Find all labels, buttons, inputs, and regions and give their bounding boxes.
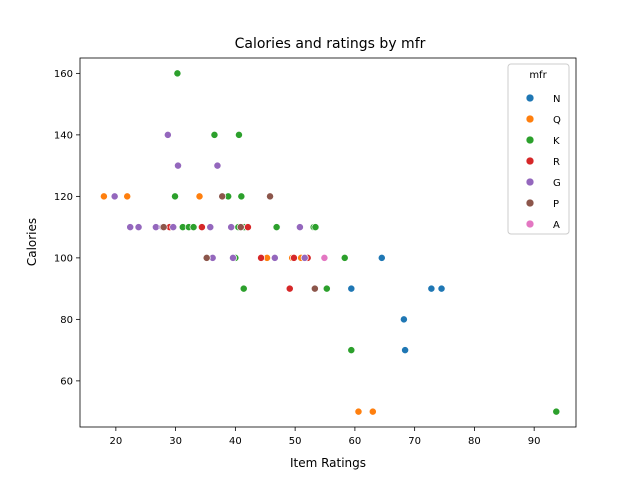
legend-marker-n xyxy=(525,93,535,103)
data-point-k xyxy=(311,223,320,232)
data-point-p xyxy=(236,223,245,232)
data-point-k xyxy=(235,130,243,139)
data-point-r xyxy=(197,223,206,232)
data-point-g xyxy=(227,223,236,232)
data-point-k xyxy=(322,284,331,293)
data-point-n xyxy=(399,315,408,324)
x-tick-label: 90 xyxy=(528,436,541,447)
data-point-k xyxy=(210,130,219,139)
data-point-g xyxy=(110,192,119,201)
data-point-g xyxy=(213,161,222,170)
x-tick-label: 30 xyxy=(169,436,182,447)
data-point-g xyxy=(169,223,178,232)
legend-box xyxy=(507,63,570,235)
y-axis-label: Calories xyxy=(25,218,39,266)
y-tick-label: 100 xyxy=(54,253,73,264)
data-point-g xyxy=(174,161,182,170)
data-point-n xyxy=(377,253,386,262)
y-tick-label: 60 xyxy=(60,376,73,387)
data-point-q xyxy=(99,192,108,201)
chart-title: Calories and ratings by mfr xyxy=(235,36,426,52)
data-point-r xyxy=(285,284,294,293)
data-point-k xyxy=(340,253,349,262)
plot-frame xyxy=(79,57,577,428)
legend-marker-a xyxy=(525,219,535,229)
data-point-q xyxy=(195,192,204,201)
data-point-n xyxy=(437,284,446,293)
data-point-r xyxy=(243,223,252,232)
legend-label-k: K xyxy=(553,136,560,147)
data-point-g xyxy=(151,223,160,232)
legend-marker-k xyxy=(525,135,535,145)
data-point-q xyxy=(354,407,363,416)
x-tick-label: 60 xyxy=(349,436,362,447)
data-point-p xyxy=(159,223,168,232)
data-point-p xyxy=(202,253,211,262)
x-axis-label: Item Ratings xyxy=(290,456,366,470)
legend-marker-r xyxy=(525,156,535,166)
legend-label-n: N xyxy=(553,94,560,105)
data-point-q xyxy=(368,407,377,416)
data-point-a xyxy=(320,253,329,262)
x-tick-label: 80 xyxy=(468,436,481,447)
x-tick-label: 70 xyxy=(408,436,421,447)
data-point-k xyxy=(173,69,182,78)
data-point-g xyxy=(206,223,215,232)
data-point-k xyxy=(171,192,179,201)
legend-label-g: G xyxy=(553,178,561,189)
data-point-g xyxy=(300,253,309,262)
legend-marker-p xyxy=(525,198,535,208)
data-point-n xyxy=(401,346,410,355)
data-point-n xyxy=(347,284,356,293)
data-point-g xyxy=(270,253,279,262)
data-point-g xyxy=(163,130,172,139)
y-tick-label: 140 xyxy=(54,130,73,141)
x-axis: 20 30 40 50 60 70 80 90 xyxy=(109,427,541,447)
legend-marker-g xyxy=(525,177,535,187)
x-tick-label: 40 xyxy=(229,436,242,447)
y-tick-label: 80 xyxy=(60,315,73,326)
x-tick-label: 20 xyxy=(109,436,122,447)
data-points xyxy=(99,69,561,416)
data-point-p xyxy=(310,284,319,293)
data-point-k xyxy=(552,407,561,416)
y-tick-label: 120 xyxy=(54,192,73,203)
legend-label-q: Q xyxy=(553,115,561,126)
data-point-p xyxy=(218,192,227,201)
data-point-p xyxy=(266,192,274,201)
legend-marker-q xyxy=(525,114,535,124)
data-point-k xyxy=(189,223,198,232)
data-point-g xyxy=(134,223,143,232)
data-point-g xyxy=(295,223,304,232)
data-point-r xyxy=(289,253,298,262)
data-point-r xyxy=(257,253,266,262)
data-point-q xyxy=(123,192,132,201)
x-tick-label: 50 xyxy=(289,436,302,447)
legend-title: mfr xyxy=(529,70,547,81)
legend-label-p: P xyxy=(553,199,559,210)
data-point-n xyxy=(427,284,436,293)
legend-label-r: R xyxy=(553,157,560,168)
y-tick-label: 160 xyxy=(54,69,73,80)
data-point-g xyxy=(229,253,237,262)
data-point-k xyxy=(237,192,246,201)
data-point-k xyxy=(347,346,356,355)
data-point-k xyxy=(272,223,281,232)
y-axis: 60 80 100 120 140 160 xyxy=(54,69,80,387)
data-point-g xyxy=(126,223,135,232)
legend-label-a: A xyxy=(553,220,560,231)
data-point-k xyxy=(239,284,248,293)
